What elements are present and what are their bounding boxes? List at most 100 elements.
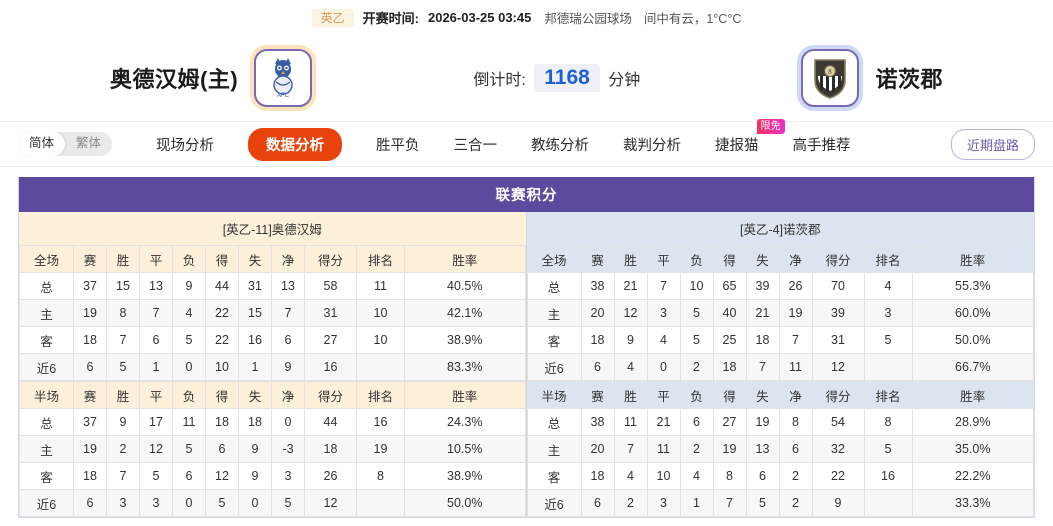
table-cell: 4 — [613, 353, 648, 381]
nav-item-0[interactable]: 现场分析 — [156, 132, 214, 157]
column-header: 平 — [646, 245, 681, 273]
table-cell: 7 — [106, 462, 140, 490]
table-cell: 8 — [356, 462, 405, 490]
table-cell: 6 — [73, 353, 107, 381]
table-cell: 42.1% — [404, 299, 526, 327]
table-cell: 1 — [238, 353, 272, 381]
table-row: 总 37 9 17 11 18 18 0 44 16 24.3% — [19, 408, 526, 436]
table-cell: 25 — [712, 326, 747, 354]
column-header: 胜率 — [911, 381, 1034, 409]
home-team-crest: AFC — [254, 49, 313, 107]
free-badge: 限免 — [756, 118, 785, 134]
column-header: 赛 — [580, 381, 615, 409]
table-cell: 18 — [238, 408, 272, 436]
nav-item-3[interactable]: 三合一 — [454, 132, 498, 157]
nav-item-4[interactable]: 教练分析 — [531, 132, 589, 157]
home-full-table: 全场赛胜平负得失净得分 排名 胜率 总 37 15 13 9 44 31 13 58 11 40.5% 主… — [19, 245, 526, 381]
table-cell: 12 — [613, 299, 648, 327]
nav-item-label: 胜平负 — [376, 137, 420, 154]
table-cell: 9 — [172, 272, 206, 300]
recent-odds-button[interactable]: 近期盘路 — [950, 128, 1035, 160]
nav-item-6[interactable]: 捷报猫 限免 — [715, 118, 785, 157]
table-cell: 3 — [863, 299, 913, 327]
row-label: 客 — [19, 462, 74, 490]
table-cell: 10 — [646, 462, 681, 490]
table-cell: 10 — [205, 353, 239, 381]
table-cell: 9 — [238, 462, 272, 490]
table-row: 主 19 2 12 5 6 9 -3 18 19 10.5% — [19, 435, 526, 463]
table-row: 近6 6 3 3 0 5 0 5 12 50.0% — [19, 489, 526, 517]
table-cell: 4 — [646, 326, 681, 354]
column-header: 失 — [238, 381, 272, 409]
table-cell: 10 — [356, 326, 405, 354]
table-cell: 7 — [271, 299, 305, 327]
table-cell: 32 — [811, 435, 865, 463]
table-cell: 10 — [679, 272, 714, 300]
row-label: 总 — [526, 408, 582, 436]
table-cell: 19 — [778, 299, 813, 327]
row-label: 主 — [19, 299, 74, 327]
table-cell: 9 — [613, 326, 648, 354]
language-toggle[interactable]: 简体 繁体 — [18, 132, 113, 156]
table-cell: 3 — [646, 299, 681, 327]
column-header: 得 — [205, 381, 239, 409]
column-header: 胜率 — [911, 245, 1034, 273]
table-cell: 40.5% — [404, 272, 526, 300]
column-header: 赛 — [580, 245, 615, 273]
nav-item-7[interactable]: 高手推荐 — [793, 132, 851, 157]
countdown-label: 倒计时: — [473, 72, 526, 89]
table-cell: 19 — [356, 435, 405, 463]
table-cell: 6 — [205, 435, 239, 463]
table-row: 总 37 15 13 9 44 31 13 58 11 40.5% — [19, 272, 526, 300]
table-cell: 20 — [580, 299, 615, 327]
table-row: 主 20 12 3 5 40 21 19 39 3 60.0% — [526, 299, 1034, 327]
table-cell: 33.3% — [911, 489, 1034, 517]
column-header: 平 — [139, 245, 173, 273]
table-header-row: 半场赛胜平负得失净得分 排名 胜率 — [526, 381, 1034, 409]
table-cell: 5 — [745, 489, 780, 517]
table-cell: 11 — [356, 272, 405, 300]
home-team-block[interactable]: 奥德汉姆(主) AFC — [110, 49, 313, 107]
table-cell: 11 — [613, 408, 648, 436]
table-cell: 7 — [778, 326, 813, 354]
countdown: 倒计时: 1168 分钟 — [473, 64, 640, 92]
table-cell: 4 — [172, 299, 206, 327]
away-full-table: 全场赛胜平负得失净得分 排名 胜率 总 38 21 7 10 65 39 26 70 4 55.3% 主 2… — [526, 245, 1035, 381]
table-cell: 5 — [679, 326, 714, 354]
svg-text:AFC: AFC — [277, 93, 290, 99]
table-cell: 28.9% — [911, 408, 1034, 436]
table-cell: 39 — [811, 299, 865, 327]
nav-item-1[interactable]: 数据分析 — [248, 127, 343, 161]
away-standings-header: [英乙-4]诺茨郡 — [526, 212, 1034, 245]
lang-simplified-button[interactable]: 简体 — [18, 132, 66, 156]
column-header: 胜 — [106, 381, 140, 409]
nav-item-5[interactable]: 裁判分析 — [623, 132, 681, 157]
row-label: 总 — [526, 272, 582, 300]
column-header: 赛 — [73, 381, 107, 409]
lang-traditional-button[interactable]: 繁体 — [76, 136, 102, 151]
table-cell: 22 — [205, 326, 239, 354]
nav-item-2[interactable]: 胜平负 — [376, 132, 420, 157]
column-header: 得分 — [304, 245, 357, 273]
table-cell: 5 — [205, 489, 239, 517]
column-header: 负 — [172, 245, 206, 273]
away-standings-side: [英乙-4]诺茨郡 全场赛胜平负得失净得分 排名 胜率 总 38 21 7 10 65 39 26… — [526, 212, 1035, 517]
table-cell: 39 — [745, 272, 780, 300]
table-cell: 18 — [745, 326, 780, 354]
column-header: 胜 — [106, 245, 140, 273]
table-cell: 2 — [679, 435, 714, 463]
table-cell: 7 — [745, 353, 780, 381]
table-cell: 16 — [356, 408, 405, 436]
table-cell: 19 — [73, 435, 107, 463]
table-cell: 6 — [139, 326, 173, 354]
column-header: 胜率 — [404, 381, 526, 409]
table-cell: 12 — [205, 462, 239, 490]
away-team-block[interactable]: 8 诺茨郡 — [801, 49, 943, 107]
away-half-table: 半场赛胜平负得失净得分 排名 胜率 总 38 11 21 6 27 19 8 54 8 28.9% 主 20… — [526, 381, 1035, 517]
table-cell: 6 — [271, 326, 305, 354]
table-cell: 8 — [778, 408, 813, 436]
table-cell: 12 — [811, 353, 865, 381]
table-cell — [356, 353, 405, 381]
table-cell: 4 — [613, 462, 648, 490]
home-team-name: 奥德汉姆(主) — [110, 67, 239, 92]
